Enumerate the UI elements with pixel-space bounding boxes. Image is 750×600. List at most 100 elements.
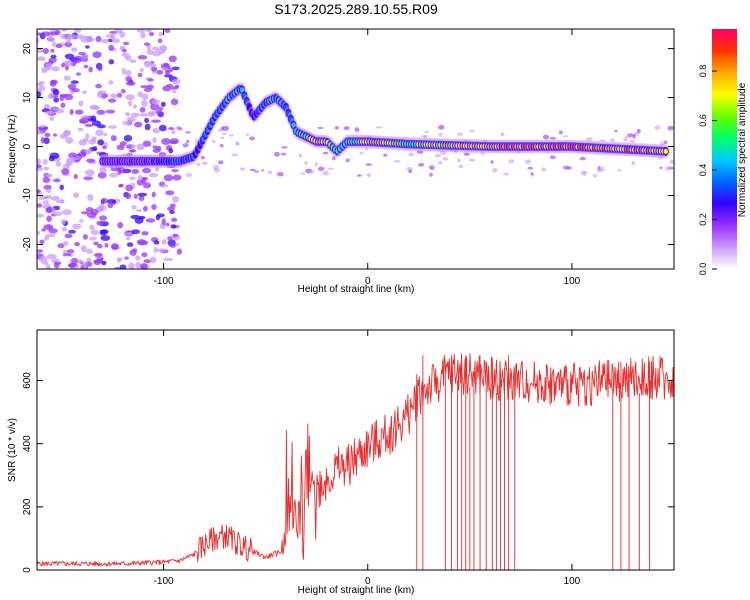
spectrogram-noise-cell xyxy=(217,160,224,165)
spectrogram-noise-cell xyxy=(132,104,138,109)
spectrogram-noise-cell xyxy=(93,259,102,266)
spectrogram-noise-cell xyxy=(122,120,132,126)
spectrogram-ridge-core xyxy=(286,110,291,116)
spectrogram-noise-cell xyxy=(161,218,166,226)
spectrogram-noise-cell xyxy=(97,243,103,249)
spectrogram-noise-cell xyxy=(170,85,179,90)
spectrogram-noise-cell xyxy=(151,119,161,123)
spectrogram-noise-cell xyxy=(45,173,53,178)
spectrogram-noise-cell xyxy=(37,158,41,166)
spectrogram-noise-cell xyxy=(119,31,126,38)
spectrogram-noise-cell xyxy=(172,174,182,181)
spectrogram-noise-cell xyxy=(135,255,141,261)
colorbar-tick-label: 0.8 xyxy=(698,65,708,78)
snr-ylabel: SNR (10 * v/v) xyxy=(7,418,18,482)
spectrogram-noise-cell xyxy=(129,176,136,181)
spectrogram-noise-cell xyxy=(597,169,603,173)
spectrogram-noise-cell xyxy=(146,49,154,55)
colorbar-tick-label: 0.6 xyxy=(698,114,708,127)
spectrogram-noise-cell xyxy=(40,137,46,144)
spectrogram-noise-cell xyxy=(231,153,238,157)
spectrogram-noise-cell xyxy=(108,44,114,51)
spectrogram-noise-cell xyxy=(89,236,98,241)
spectrogram-ridge-core xyxy=(242,93,247,99)
spectrogram-noise-cell xyxy=(300,172,306,175)
spectrogram-noise-cell xyxy=(135,261,141,269)
spectrogram-noise-cell xyxy=(108,59,115,65)
spectrogram-noise-cell xyxy=(99,215,108,221)
spectrogram-noise-cell xyxy=(101,38,110,44)
spectrogram-noise-cell xyxy=(37,231,41,235)
spectrogram-noise-cell xyxy=(442,157,449,161)
spectrogram-noise-cell xyxy=(43,166,50,171)
spectrogram-noise-cell xyxy=(220,126,225,131)
spectrogram-noise-cell xyxy=(51,66,60,72)
spectrogram-noise-cell xyxy=(70,257,79,265)
spectrogram-noise-cell xyxy=(142,140,152,147)
spectrogram-noise-cell xyxy=(222,125,230,131)
spectrogram-noise-cell xyxy=(79,117,90,124)
spectrogram-noise-cell xyxy=(42,158,48,165)
spectrogram-noise-cell xyxy=(152,148,161,153)
y-tick-label: 200 xyxy=(22,498,33,515)
spectrogram-ridge-core xyxy=(663,148,669,154)
spectrogram-noise-cell xyxy=(139,67,144,73)
spectrogram-noise-cell xyxy=(103,132,108,137)
spectrogram-noise-cell xyxy=(153,247,159,253)
spectrogram-noise-cell xyxy=(125,236,131,241)
spectrogram-noise-cell xyxy=(83,176,94,181)
spectrogram-noise-cell xyxy=(592,174,598,178)
spectrogram-noise-cell xyxy=(234,142,241,146)
y-tick-label: 20 xyxy=(22,43,33,55)
snr-axes: -100 0 100 0 200 400 600 xyxy=(22,330,674,587)
spectrogram-noise-cell xyxy=(124,55,132,61)
spectrogram-noise-cell xyxy=(245,133,250,136)
spectrogram-noise-cell xyxy=(542,134,550,140)
spectrogram-noise-cell xyxy=(600,166,605,170)
spectrogram-noise-cell xyxy=(530,173,535,177)
spectrogram-noise-cell xyxy=(136,208,142,212)
spectrogram-noise-cell xyxy=(658,156,664,160)
spectrogram-noise-cell xyxy=(508,159,515,164)
spectrogram-noise-cell xyxy=(141,100,148,107)
spectrogram-noise-cell xyxy=(480,150,485,156)
spectrogram-noise-cell xyxy=(142,167,152,174)
spectrogram-noise-cell xyxy=(139,263,148,269)
spectrogram-noise-cell xyxy=(70,47,78,52)
spectrogram-noise-cell xyxy=(665,166,671,171)
spectrogram-noise-cell xyxy=(40,31,51,37)
spectrogram-noise-cell xyxy=(80,245,87,253)
spectrogram-noise-cell xyxy=(95,35,102,43)
spectrogram-noise-cell xyxy=(85,45,90,49)
spectrogram-noise-cell xyxy=(57,243,65,249)
spectrogram-noise-cell xyxy=(100,235,111,241)
spectrogram-noise-cell xyxy=(469,129,475,133)
colorbar-ticks: 0.0 0.2 0.4 0.6 0.8 xyxy=(698,65,717,275)
colorbar-tick-label: 0.2 xyxy=(698,213,708,226)
spectrogram-noise-cell xyxy=(72,88,80,93)
spectrogram-noise-cell xyxy=(163,62,169,68)
spectrogram-noise-cell xyxy=(196,162,201,167)
spectrogram-noise-cell xyxy=(567,166,572,170)
spectrogram-noise-cell xyxy=(150,66,158,72)
spectrogram-noise-cell xyxy=(219,143,224,148)
spectrogram-noise-cell xyxy=(42,200,50,205)
spectrogram-noise-cell xyxy=(365,146,369,151)
x-tick-label: 100 xyxy=(564,276,581,287)
x-tick-label: -100 xyxy=(154,576,174,587)
spectrogram-noise-cell xyxy=(170,224,177,229)
spectrogram-noise-cell xyxy=(38,85,46,92)
spectrogram-noise-cell xyxy=(52,89,60,96)
spectrogram-noise-cell xyxy=(41,228,46,232)
spectrogram-noise-cell xyxy=(549,136,557,140)
spectrogram-noise-cell xyxy=(585,137,593,142)
spectrogram-noise-cell xyxy=(37,167,44,171)
colorbar: 0.0 0.2 0.4 0.6 0.8 Normalized spectral ampl… xyxy=(698,29,748,275)
spectrogram-noise-cell xyxy=(86,158,95,163)
spectrogram-noise-cell xyxy=(117,92,123,98)
spectrogram-noise-cell xyxy=(140,31,146,39)
spectrogram-noise-cell xyxy=(468,158,476,162)
spectrogram-noise-cell xyxy=(129,149,135,153)
spectrogram-ridge-core xyxy=(288,116,294,122)
spectrogram-noise-cell xyxy=(45,194,52,200)
